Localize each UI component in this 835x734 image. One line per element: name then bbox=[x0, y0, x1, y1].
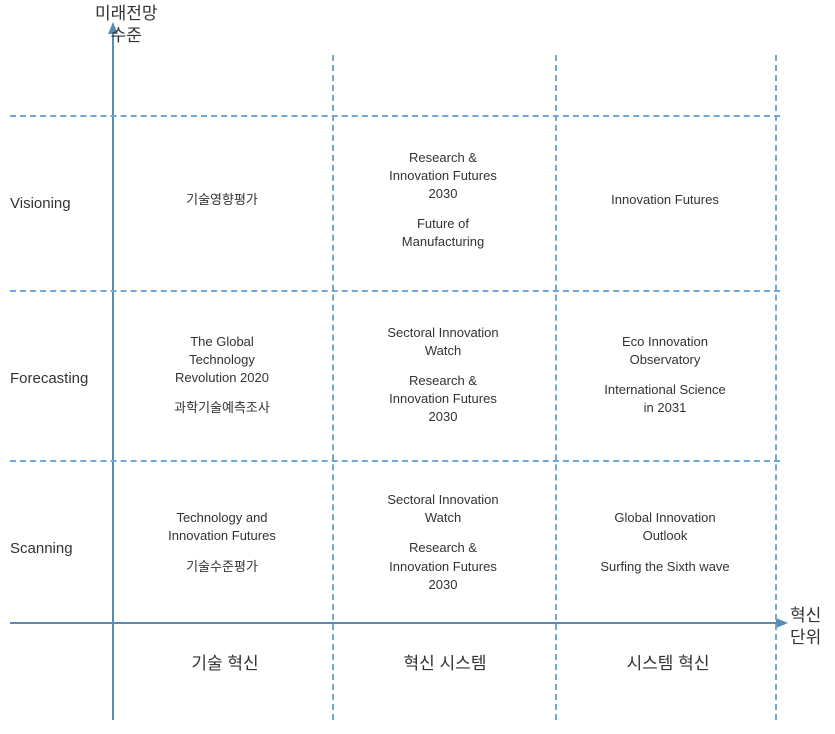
cell-r1c2: Eco InnovationObservatory International … bbox=[565, 295, 765, 455]
cell-r1c1: Sectoral InnovationWatch Research &Innov… bbox=[343, 295, 543, 455]
cell-item: Innovation Futures bbox=[611, 191, 719, 209]
cell-item: Future ofManufacturing bbox=[402, 215, 484, 251]
cell-r0c1: Research &Innovation Futures2030 Future … bbox=[343, 120, 543, 280]
x-label-0: 기술 혁신 bbox=[170, 649, 280, 674]
cell-r2c1: Sectoral InnovationWatch Research &Innov… bbox=[343, 465, 543, 620]
y-label-forecasting: Forecasting bbox=[10, 370, 105, 387]
matrix-chart: 미래전망수준 혁신단위 Visioning Forecasting Scanni… bbox=[0, 0, 835, 734]
cell-r2c0: Technology andInnovation Futures 기술수준평가 bbox=[122, 465, 322, 620]
cell-item: Eco InnovationObservatory bbox=[622, 333, 708, 369]
grid-vline bbox=[332, 55, 334, 720]
x-axis-title: 혁신단위 bbox=[790, 605, 821, 649]
y-axis bbox=[112, 30, 114, 720]
cell-item: Surfing the Sixth wave bbox=[600, 558, 729, 576]
y-label-visioning: Visioning bbox=[10, 195, 105, 212]
cell-item: Research &Innovation Futures2030 bbox=[389, 539, 497, 594]
cell-item: 기술수준평가 bbox=[186, 558, 258, 576]
cell-item: Sectoral InnovationWatch bbox=[387, 491, 498, 527]
cell-r1c0: The GlobalTechnologyRevolution 2020 과학기술… bbox=[122, 295, 322, 455]
cell-item: Sectoral InnovationWatch bbox=[387, 324, 498, 360]
cell-item: 기술영향평가 bbox=[186, 191, 258, 209]
y-label-scanning: Scanning bbox=[10, 540, 105, 557]
cell-r0c0: 기술영향평가 bbox=[122, 120, 322, 280]
grid-vline bbox=[775, 55, 777, 720]
cell-item: Technology andInnovation Futures bbox=[168, 509, 276, 545]
cell-r0c2: Innovation Futures bbox=[565, 120, 765, 280]
x-label-2: 시스템 혁신 bbox=[608, 649, 728, 674]
grid-hline bbox=[10, 115, 780, 117]
grid-hline bbox=[10, 290, 780, 292]
cell-item: Research &Innovation Futures2030 bbox=[389, 149, 497, 204]
cell-item: International Sciencein 2031 bbox=[604, 381, 725, 417]
x-axis bbox=[10, 622, 780, 624]
x-label-1: 혁신 시스템 bbox=[385, 649, 505, 674]
cell-item: Research &Innovation Futures2030 bbox=[389, 372, 497, 427]
cell-item: Global InnovationOutlook bbox=[614, 509, 715, 545]
cell-item: The GlobalTechnologyRevolution 2020 bbox=[175, 333, 269, 388]
y-axis-title: 미래전망수준 bbox=[95, 3, 158, 47]
grid-vline bbox=[555, 55, 557, 720]
cell-r2c2: Global InnovationOutlook Surfing the Six… bbox=[565, 465, 765, 620]
cell-item: 과학기술예측조사 bbox=[174, 399, 270, 417]
grid-hline bbox=[10, 460, 780, 462]
